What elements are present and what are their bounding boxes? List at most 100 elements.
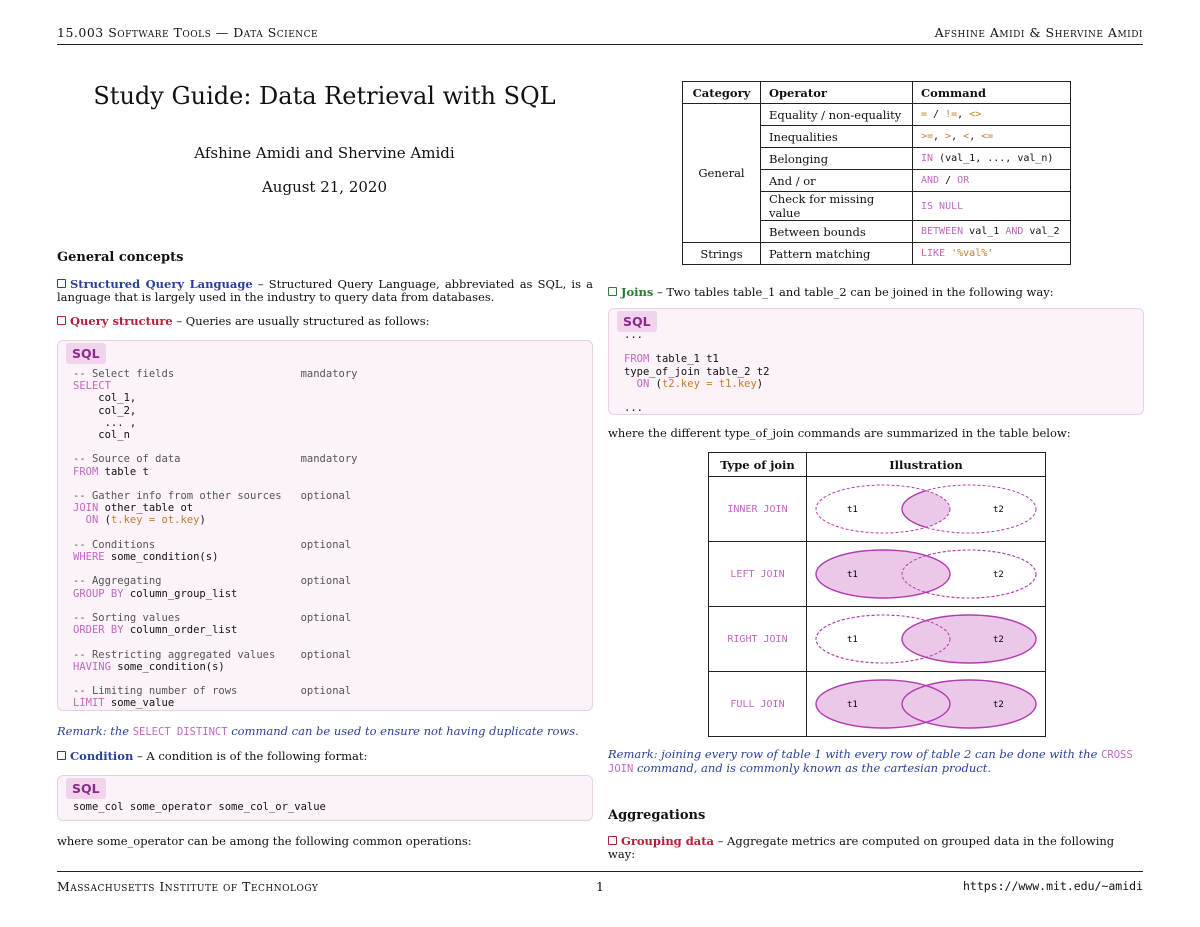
condition-text: – A condition is of the following format… [133, 749, 368, 763]
venn-left-join: t1 t2 [806, 541, 1046, 607]
venn-inner-join: t1 t2 [806, 476, 1046, 542]
venn-label-t1: t1 [847, 635, 858, 645]
code-tag-mandatory: mandatory [300, 368, 358, 380]
table-row: General Equality / non-equality = / !=, … [682, 103, 1071, 243]
bullet-box-icon [608, 287, 617, 296]
venn-label-t2: t2 [993, 700, 1004, 710]
section-aggregations: Aggregations [608, 808, 706, 823]
command-cell: BETWEEN val_1 AND val_2 [912, 220, 1071, 243]
venn-label-t2: t2 [993, 635, 1004, 645]
venn-label-t2: t2 [993, 505, 1004, 515]
join-type-right: RIGHT JOIN [708, 606, 807, 672]
document-authors: Afshine Amidi and Shervine Amidi [194, 144, 455, 162]
command-cell: = / !=, <> [912, 103, 1071, 126]
grouping-data-intro: Grouping data – Aggregate metrics are co… [608, 835, 1144, 861]
table-row: Between bounds BETWEEN val_1 AND val_2 [683, 220, 1071, 243]
operator-cell: Between bounds [760, 220, 913, 243]
code-comment: -- Restricting aggregated values [73, 648, 276, 661]
command-cell: >=, >, <, <= [912, 125, 1071, 148]
bullet-box-icon [608, 836, 617, 845]
page-header: 15.003 Software Tools — Data Science Afs… [57, 25, 1143, 45]
operator-cell: Pattern matching [760, 242, 913, 265]
table-row: LEFT JOIN t1 t2 [708, 541, 1046, 607]
page-footer: Massachusetts Institute of Technology 1 … [57, 871, 1143, 895]
command-cell: AND / OR [912, 169, 1071, 192]
code-tag-optional: optional [300, 575, 352, 588]
sql-definition: Structured Query Language – Structured Q… [57, 278, 593, 304]
document-title: Study Guide: Data Retrieval with SQL [93, 82, 556, 110]
code-comment: -- Select fields [73, 368, 175, 380]
join-type-full: FULL JOIN [708, 671, 807, 737]
condition-term: Condition [70, 749, 134, 763]
table-row: And / or AND / OR [683, 169, 1071, 192]
code-tag-mandatory: mandatory [300, 453, 358, 466]
code-tag-optional: optional [300, 612, 352, 625]
bullet-box-icon [57, 316, 66, 325]
remark-text: command can be used to ensure not having… [227, 724, 579, 738]
select-distinct-remark: Remark: the SELECT DISTINCT command can … [57, 725, 593, 739]
operator-cell: Belonging [760, 147, 913, 170]
remark-text: command, and is commonly known as the ca… [633, 761, 992, 775]
table-header: Category [682, 81, 761, 104]
joins-intro: Joins – Two tables table_1 and table_2 c… [608, 286, 1144, 299]
code-tag-optional: optional [300, 648, 352, 661]
header-authors: Afshine Amidi & Shervine Amidi [934, 25, 1143, 40]
code-comment: -- Source of data [73, 453, 181, 466]
bullet-box-icon [57, 279, 66, 288]
join-type-inner: INNER JOIN [708, 476, 807, 542]
table-header: Illustration [806, 452, 1046, 477]
joins-text: – Two tables table_1 and table_2 can be … [653, 285, 1054, 299]
operations-intro: where some_operator can be among the fol… [57, 834, 472, 848]
remark-text: Remark: the [57, 724, 133, 738]
remark-code: CROSS JOIN [608, 749, 1133, 775]
code-tag-optional: optional [300, 685, 352, 698]
table-row: Belonging IN (val_1, ..., val_n) [683, 147, 1071, 170]
joins-term: Joins [621, 285, 654, 299]
command-cell: IN (val_1, ..., val_n) [912, 147, 1071, 170]
sql-text: – Structured Query Language, abbreviated… [57, 277, 593, 304]
venn-right-join: t1 t2 [806, 606, 1046, 672]
operator-cell: Equality / non-equality [760, 103, 913, 126]
category-general: General [682, 103, 761, 243]
command-cell: IS NULL [912, 191, 1071, 221]
code-tag: SQL [66, 778, 106, 799]
query-structure-codebox: SQL -- Select fields mandatory SELECT co… [57, 340, 593, 711]
table-header: Type of join [708, 452, 807, 477]
operator-table: Category Operator Command General Equali… [682, 81, 1071, 265]
code-comment: -- Gather info from other sources [73, 490, 282, 503]
table-row: Strings Pattern matching LIKE '%val%' [682, 242, 1071, 265]
document-date: August 21, 2020 [261, 178, 388, 196]
footer-institution: Massachusetts Institute of Technology [57, 879, 319, 894]
cross-join-remark: Remark: joining every row of table 1 wit… [608, 748, 1144, 776]
command-cell: LIKE '%val%' [912, 242, 1071, 265]
query-structure-intro: Query structure – Queries are usually st… [57, 315, 593, 328]
code-comment: -- Aggregating [73, 575, 162, 588]
code-tag: SQL [617, 311, 657, 332]
venn-label-t1: t1 [847, 570, 858, 580]
footer-url[interactable]: https://www.mit.edu/~amidi [962, 879, 1143, 893]
code-comment: -- Limiting number of rows [73, 685, 238, 698]
table-row: FULL JOIN t1 t2 [708, 671, 1046, 737]
table-header: Operator [760, 81, 913, 104]
join-type-left: LEFT JOIN [708, 541, 807, 607]
sql-term: Structured Query Language [70, 277, 253, 291]
venn-full-join: t1 t2 [806, 671, 1046, 737]
query-structure-text: – Queries are usually structured as foll… [172, 314, 430, 328]
venn-label-t1: t1 [847, 700, 858, 710]
table-header: Command [912, 81, 1071, 104]
remark-text: Remark: joining every row of table 1 wit… [608, 747, 1102, 761]
join-types-table: Type of join Illustration INNER JOIN t1 … [708, 452, 1046, 737]
page-number: 1 [596, 879, 604, 894]
operator-cell: And / or [760, 169, 913, 192]
category-strings: Strings [682, 242, 761, 265]
section-general-concepts: General concepts [57, 250, 184, 265]
joins-codebox: SQL ... FROM table_1 t1 type_of_join tab… [608, 308, 1144, 415]
grouping-term: Grouping data [621, 834, 714, 848]
code-tag: SQL [66, 343, 106, 364]
code-comment: -- Conditions [73, 538, 156, 551]
condition-code: some_col some_operator some_col_or_value [73, 801, 326, 813]
condition-codebox: SQL some_col some_operator some_col_or_v… [57, 775, 593, 821]
code-tag-optional: optional [300, 538, 352, 551]
query-structure-term: Query structure [70, 314, 173, 328]
table-row: INNER JOIN t1 t2 [708, 476, 1046, 542]
